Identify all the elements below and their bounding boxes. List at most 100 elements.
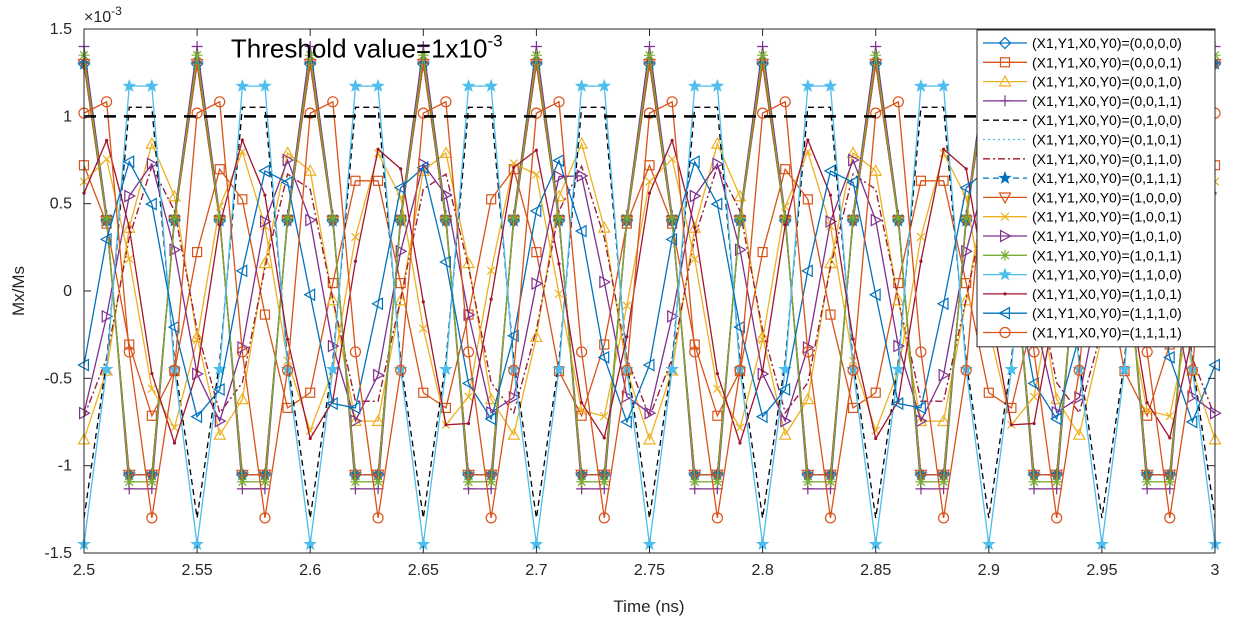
legend-marker	[999, 57, 1011, 68]
data-point	[192, 335, 202, 345]
data-point	[647, 191, 652, 195]
data-point	[371, 78, 385, 92]
data-point	[463, 308, 476, 322]
data-point	[870, 387, 881, 398]
data-point	[462, 469, 476, 482]
legend-label: (X1,Y1,X0,Y0)=(1,1,0,0)	[1032, 267, 1182, 283]
data-point	[418, 387, 429, 398]
legend-label: (X1,Y1,X0,Y0)=(0,1,0,0)	[1032, 112, 1182, 128]
data-point	[688, 155, 700, 169]
data-point	[349, 346, 362, 358]
data-point	[621, 364, 633, 376]
data-point	[146, 157, 159, 171]
y-axis: -1.5 -1 -0.5 0 0.5 1 1.5	[44, 21, 1215, 562]
data-point	[779, 212, 791, 224]
legend-label: (X1,Y1,X0,Y0)=(1,0,1,1)	[1032, 247, 1182, 263]
legend-marker	[998, 306, 1011, 320]
data-point	[869, 164, 883, 176]
data-point	[715, 371, 719, 376]
data-point	[145, 469, 159, 482]
data-point	[665, 362, 679, 376]
data-point	[1163, 350, 1175, 364]
data-point	[802, 194, 813, 205]
data-point	[688, 221, 702, 233]
data-point	[170, 423, 179, 432]
data-point	[983, 387, 994, 398]
data-point	[395, 244, 408, 258]
data-point	[738, 441, 742, 445]
data-point	[936, 297, 949, 311]
data-point	[806, 138, 810, 142]
data-point	[552, 362, 566, 376]
data-point	[282, 153, 295, 167]
data-point	[644, 406, 657, 420]
data-point	[1142, 406, 1152, 415]
data-point	[192, 247, 203, 258]
y-exponent-base: ×10	[84, 9, 111, 26]
data-point	[508, 364, 520, 376]
data-point	[554, 289, 564, 299]
data-point	[891, 397, 904, 411]
data-point	[552, 154, 565, 168]
data-point	[258, 256, 272, 269]
data-point	[303, 164, 317, 176]
data-point	[710, 136, 724, 149]
legend-entry: (X1,Y1,X0,Y0)=(1,0,0,0)	[983, 189, 1182, 205]
x-tick-label: 2.65	[408, 562, 439, 579]
legend-marker	[999, 326, 1011, 339]
data-point	[598, 476, 610, 488]
data-point	[348, 78, 363, 92]
legend-marker	[999, 95, 1011, 107]
data-point	[1168, 436, 1172, 440]
legend-marker	[998, 74, 1012, 87]
x-tick-label: 3	[1211, 562, 1220, 579]
data-point	[102, 154, 111, 164]
data-point	[666, 212, 678, 224]
data-point	[145, 78, 159, 92]
data-point	[259, 512, 271, 524]
data-point	[507, 329, 519, 343]
x-tick-label: 2.9	[978, 562, 1000, 579]
y-tick-label: 1.5	[50, 21, 72, 38]
data-point	[574, 78, 589, 92]
data-point	[643, 107, 656, 119]
data-point	[283, 356, 292, 366]
data-point	[919, 259, 923, 263]
data-point	[802, 340, 815, 355]
data-point	[327, 339, 340, 353]
data-point	[122, 155, 135, 169]
data-point	[169, 243, 182, 257]
data-point	[124, 254, 134, 264]
data-point	[529, 330, 543, 342]
data-point	[1164, 512, 1176, 524]
data-point	[670, 138, 674, 143]
y-tick-label: -1	[58, 458, 72, 475]
data-point	[914, 78, 928, 92]
data-point	[122, 469, 136, 482]
y-tick-label: 0.5	[50, 196, 72, 213]
data-point	[620, 415, 632, 429]
data-point	[665, 232, 678, 246]
data-point	[828, 193, 833, 197]
data-point	[258, 469, 272, 482]
data-point	[735, 423, 745, 432]
data-point	[122, 78, 137, 92]
data-point	[195, 369, 199, 373]
data-point	[349, 476, 361, 488]
legend-entry: (X1,Y1,X0,Y0)=(1,1,0,1)	[983, 286, 1182, 302]
data-point	[874, 436, 878, 441]
data-point	[280, 175, 293, 189]
data-point	[755, 410, 768, 424]
data-point	[512, 165, 516, 169]
data-point	[689, 476, 701, 488]
legend-label: (X1,Y1,X0,Y0)=(1,1,1,0)	[1032, 305, 1182, 321]
data-point	[602, 436, 606, 440]
data-point	[485, 476, 497, 488]
data-point	[444, 423, 448, 427]
y-tick-label: -1.5	[44, 545, 72, 562]
data-point	[892, 96, 904, 108]
data-point	[348, 401, 361, 415]
data-point	[823, 164, 836, 178]
data-point	[105, 138, 109, 143]
data-point	[191, 107, 203, 119]
